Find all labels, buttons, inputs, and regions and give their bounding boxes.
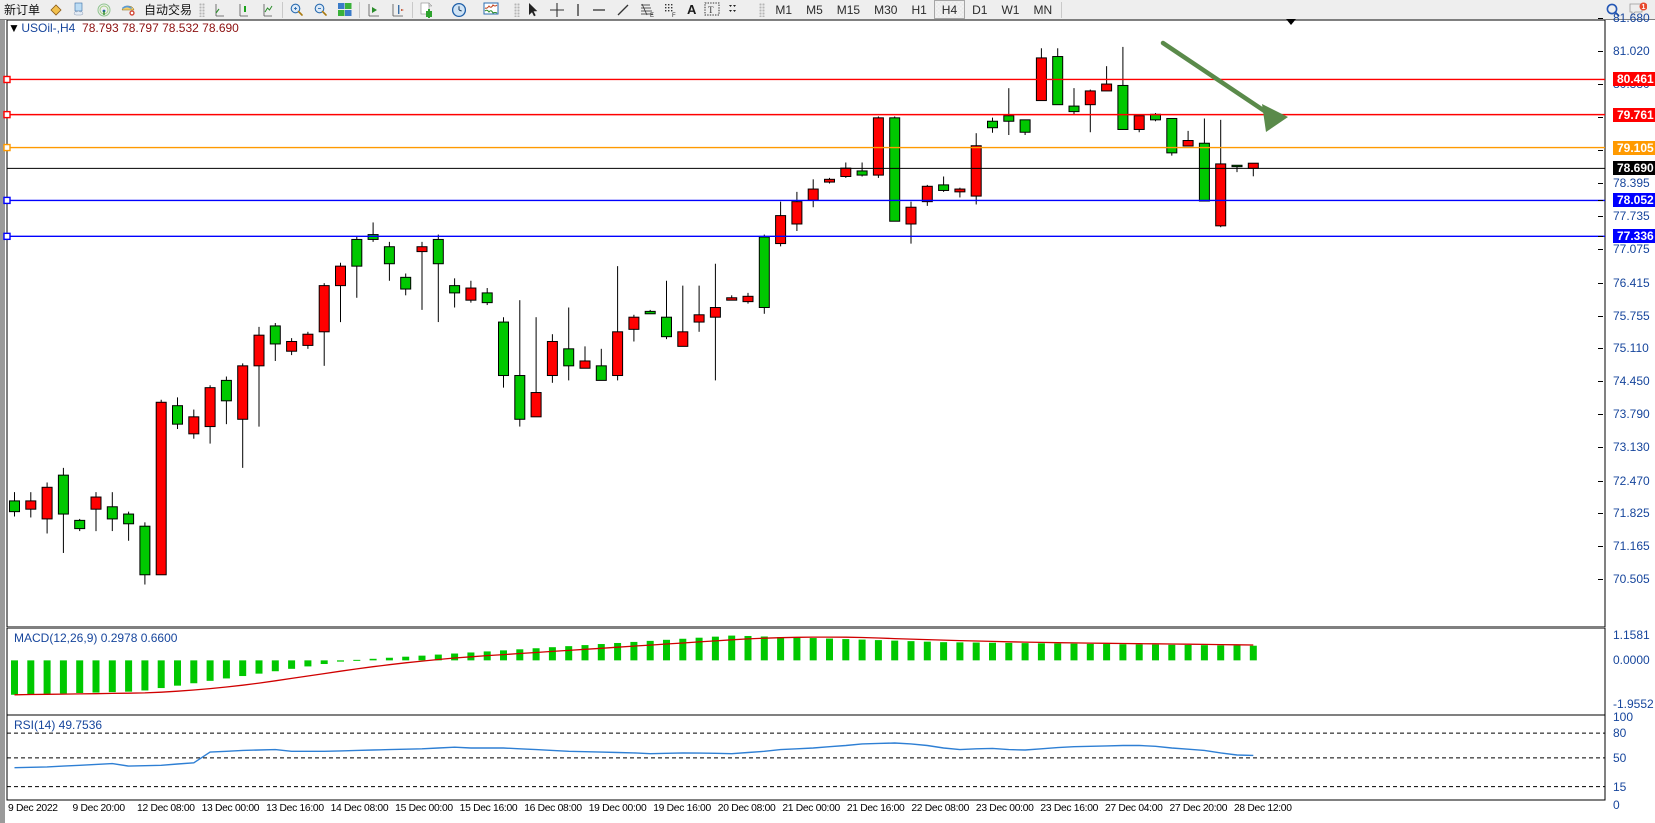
svg-text:T: T: [708, 5, 714, 15]
svg-text:E: E: [650, 13, 654, 18]
svg-text:1: 1: [1642, 4, 1646, 11]
svg-text:F: F: [672, 13, 676, 18]
